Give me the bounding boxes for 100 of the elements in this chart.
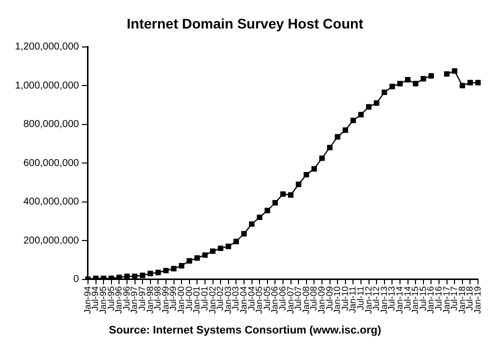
point [374,100,380,106]
x-tick-label: Jan-98 [144,286,155,314]
point [148,270,154,276]
x-tick-label: Jul-00 [184,286,194,311]
x-tick-label: Jul-10 [340,286,350,311]
point [171,266,176,272]
point [389,84,395,90]
x-tick-label: Jan-09 [316,286,326,314]
x-tick-label: Jan-00 [176,286,186,314]
point [334,134,340,140]
y-tick-label: 400,000,000 [23,196,80,208]
x-tick-label: Jan-19 [472,286,482,314]
x-tick-label: Jul-04 [246,286,256,311]
x-tick-label: Jan-99 [160,286,170,314]
x-tick-label: Jul-07 [293,286,304,311]
point [319,155,325,161]
y-tick-label: 1,000,000,000 [14,80,80,92]
chart-title: Internet Domain Survey Host Count [126,15,364,32]
point [272,200,278,206]
point [226,244,232,250]
point [350,118,356,124]
x-tick-label: Jan-05 [254,286,264,314]
point [467,80,473,86]
x-tick-label: Jul-95 [106,286,116,311]
point [420,76,426,82]
point [311,166,317,172]
x-tick-label: Jul-14 [402,286,412,311]
x-tick-label: Jan-95 [98,286,108,314]
x-tick-label: Jan-02 [207,286,218,314]
x-tick-label: Jan-15 [410,286,420,314]
y-tick-label: 200,000,000 [23,235,80,246]
point [358,112,364,118]
x-tick-label: Jul-11 [355,286,366,310]
x-tick-label: Jul-06 [277,286,288,311]
point [155,270,161,276]
x-tick-label: Jul-15 [418,286,428,311]
point [304,172,310,178]
x-tick-label: Jan-03 [222,286,233,314]
x-tick-label: Jul-97 [137,286,148,311]
point [241,231,247,236]
x-tick-label: Jan-11 [348,286,358,314]
x-tick-label: Jul-99 [168,286,178,311]
point [296,182,302,188]
point [233,238,239,244]
x-tick-label: Jul-12 [371,286,382,311]
x-tick-label: Jul-17 [449,286,460,311]
source-note: Source: Internet Systems Consortium (www.isc.org) [108,324,382,336]
x-tick-label: Jan-07 [285,286,296,314]
point [178,263,184,268]
point [256,214,262,220]
y-tick-label: 1,200,000,000 [14,42,80,53]
x-tick-label: Jan-01 [192,286,202,314]
point [194,255,200,261]
point [405,77,411,82]
point [444,71,450,77]
point [382,90,388,96]
x-tick-label: Jan-14 [394,286,404,314]
point [460,82,466,88]
x-tick-label: Jul-16 [433,286,444,311]
x-tick-label: Jul-18 [464,286,475,311]
x-tick-label: Jul-13 [386,286,397,311]
point [186,258,192,264]
point [475,80,481,86]
x-tick-label: Jul-08 [308,286,319,311]
x-tick-label: Jul-05 [262,286,272,311]
x-tick-label: Jul-96 [121,286,132,311]
y-tick-label: 800,000,000 [23,119,80,130]
point [452,68,458,74]
point [210,248,216,254]
x-tick-label: Jul-01 [199,286,210,311]
point [428,73,434,79]
point [280,191,286,197]
point [412,80,418,86]
x-tick-label: Jan-17 [441,286,452,314]
x-tick-label: Jan-97 [129,286,140,314]
point [202,252,208,258]
x-tick-label: Jan-13 [378,286,389,314]
point [264,208,270,214]
point [288,192,294,198]
x-tick-label: Jul-03 [230,286,241,311]
point [366,104,372,110]
x-tick-label: Jul-09 [324,286,334,311]
x-tick-label: Jul-98 [152,286,163,311]
point [397,80,403,86]
x-tick-label: Jan-06 [270,286,280,314]
x-tick-label: Jan-04 [238,286,248,314]
x-tick-label: Jul-94 [90,286,100,311]
y-tick-label: 600,000,000 [23,158,80,169]
x-tick-label: Jan-10 [332,286,342,314]
x-tick-label: Jan-12 [363,286,374,314]
x-tick-label: Jan-16 [426,286,436,314]
point [218,246,224,252]
x-tick-label: Jan-18 [456,286,467,314]
x-tick-label: Jan-96 [114,286,124,314]
point [342,127,348,133]
point [249,221,254,227]
point [163,268,169,274]
x-tick-label: Jan-94 [82,286,92,314]
x-tick-label: Jan-08 [300,286,311,314]
x-tick-label: Jul-02 [215,286,226,311]
